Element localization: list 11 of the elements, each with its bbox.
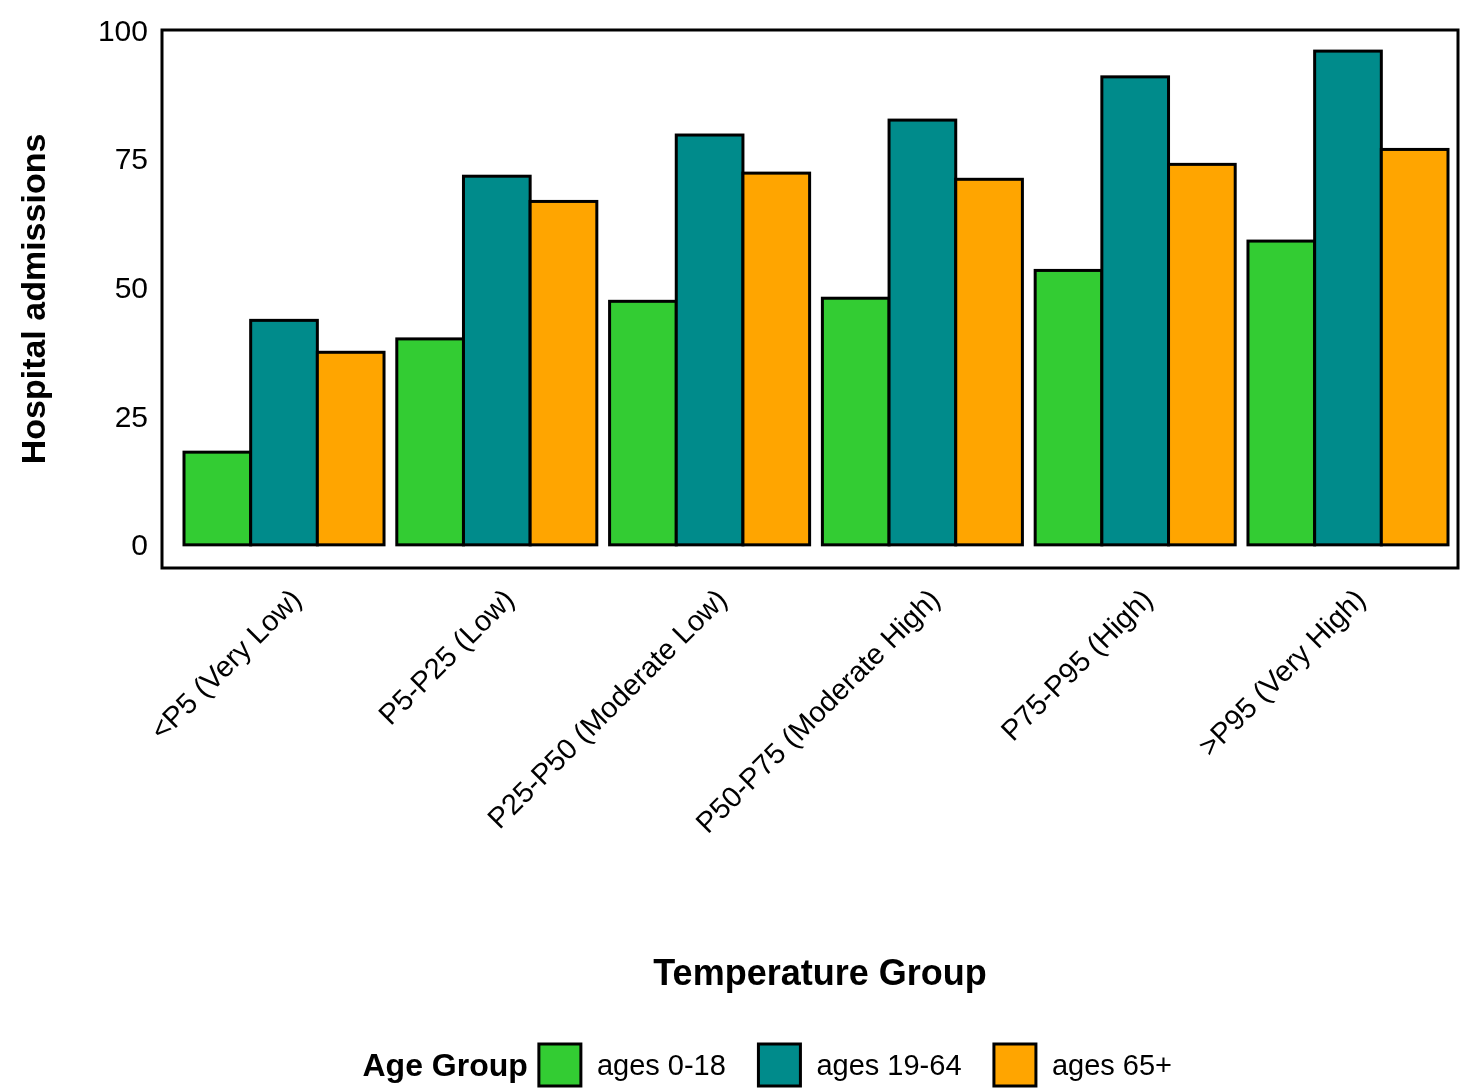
- legend-label: ages 65+: [1051, 1049, 1173, 1081]
- y-tick-label: 25: [114, 399, 148, 433]
- legend-title: Age Group: [362, 1047, 528, 1083]
- y-tick-label: 75: [114, 142, 148, 176]
- y-tick-label: 50: [114, 270, 148, 304]
- legend-label: ages 19-64: [816, 1049, 962, 1081]
- y-tick-label: 100: [97, 13, 148, 47]
- legend-label: ages 0-18: [596, 1049, 726, 1081]
- x-axis-title: Temperature Group: [653, 952, 987, 993]
- y-axis-title: Hospital admissions: [14, 133, 52, 465]
- y-tick-label: 0: [131, 528, 148, 562]
